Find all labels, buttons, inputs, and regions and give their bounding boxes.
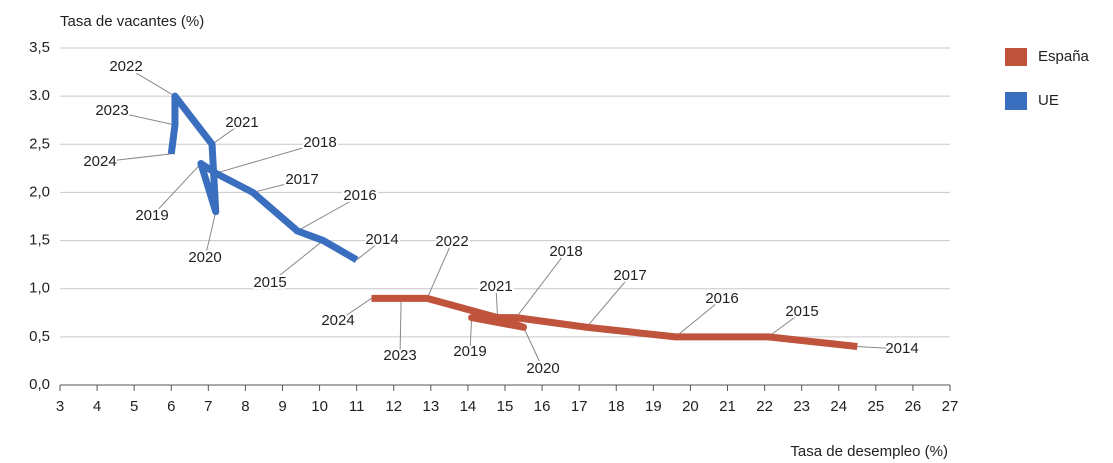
y-tick-label: 3.0 bbox=[29, 87, 50, 104]
x-tick-label: 6 bbox=[167, 398, 175, 415]
leader-line bbox=[675, 298, 723, 338]
leader-line bbox=[767, 311, 803, 338]
series-line bbox=[167, 92, 359, 263]
point-label: 2018 bbox=[303, 134, 336, 151]
point-label: 2016 bbox=[705, 290, 738, 307]
point-label: 2017 bbox=[613, 267, 646, 284]
leader-line bbox=[297, 195, 361, 232]
leader-line bbox=[399, 298, 402, 357]
legend-label: España bbox=[1038, 48, 1090, 65]
x-tick-label: 12 bbox=[385, 398, 402, 415]
leader-line bbox=[269, 240, 324, 284]
point-label: 2023 bbox=[383, 347, 416, 364]
x-tick-label: 17 bbox=[571, 398, 588, 415]
point-label: 2022 bbox=[435, 233, 468, 250]
y-tick-label: 0,0 bbox=[29, 376, 50, 393]
point-label: 2020 bbox=[188, 249, 221, 266]
leader-line bbox=[523, 327, 544, 370]
x-tick-label: 8 bbox=[241, 398, 249, 415]
leader-line bbox=[515, 251, 567, 318]
x-tick-label: 5 bbox=[130, 398, 138, 415]
y-tick-label: 1,0 bbox=[29, 280, 50, 297]
point-label: 2014 bbox=[885, 340, 918, 357]
leader-line bbox=[356, 239, 383, 261]
x-tick-label: 18 bbox=[608, 398, 625, 415]
x-tick-label: 11 bbox=[349, 398, 365, 415]
legend-label: UE bbox=[1038, 92, 1059, 109]
leader-line bbox=[204, 211, 217, 259]
point-label: 2020 bbox=[526, 360, 559, 377]
leader-line bbox=[857, 345, 903, 350]
x-tick-label: 4 bbox=[93, 398, 101, 415]
x-tick-label: 19 bbox=[645, 398, 662, 415]
x-axis-title: Tasa de desempleo (%) bbox=[790, 443, 948, 460]
x-tick-label: 20 bbox=[682, 398, 699, 415]
point-label: 2023 bbox=[95, 102, 128, 119]
leader-line bbox=[99, 153, 172, 163]
leader-line bbox=[215, 142, 321, 174]
point-label: 2021 bbox=[225, 114, 258, 131]
x-tick-label: 24 bbox=[830, 398, 847, 415]
y-tick-label: 3,5 bbox=[29, 39, 50, 56]
leader-line bbox=[252, 179, 303, 193]
point-label: 2024 bbox=[321, 312, 354, 329]
series-line bbox=[371, 294, 858, 350]
leader-line bbox=[111, 110, 176, 126]
leader-line bbox=[151, 163, 202, 217]
x-tick-label: 26 bbox=[905, 398, 922, 415]
point-label: 2024 bbox=[83, 153, 116, 170]
y-tick-label: 0,5 bbox=[29, 328, 50, 345]
legend-swatch bbox=[1005, 92, 1027, 110]
x-tick-label: 14 bbox=[460, 398, 477, 415]
leader-line bbox=[426, 241, 453, 299]
leader-line bbox=[125, 66, 176, 97]
point-label: 2017 bbox=[285, 171, 318, 188]
point-label: 2022 bbox=[109, 58, 142, 75]
y-axis-title: Tasa de vacantes (%) bbox=[60, 13, 204, 30]
y-tick-label: 2,5 bbox=[29, 135, 50, 152]
leader-line bbox=[469, 317, 473, 353]
x-tick-label: 21 bbox=[719, 398, 736, 415]
x-tick-label: 3 bbox=[56, 398, 64, 415]
point-label: 2019 bbox=[453, 343, 486, 360]
y-tick-label: 2,0 bbox=[29, 183, 50, 200]
x-tick-label: 15 bbox=[497, 398, 514, 415]
x-tick-label: 7 bbox=[204, 398, 212, 415]
x-tick-label: 22 bbox=[756, 398, 773, 415]
x-tick-label: 27 bbox=[942, 398, 959, 415]
x-tick-label: 9 bbox=[278, 398, 286, 415]
legend-swatch bbox=[1005, 48, 1027, 66]
leader-line bbox=[586, 275, 631, 328]
point-label: 2015 bbox=[253, 274, 286, 291]
point-label: 2019 bbox=[135, 207, 168, 224]
x-tick-label: 25 bbox=[867, 398, 884, 415]
point-label: 2021 bbox=[479, 278, 512, 295]
point-label: 2016 bbox=[343, 187, 376, 204]
x-tick-label: 10 bbox=[311, 398, 328, 415]
point-label: 2018 bbox=[549, 243, 582, 260]
point-label: 2014 bbox=[365, 231, 398, 248]
point-label: 2015 bbox=[785, 303, 818, 320]
x-tick-label: 13 bbox=[422, 398, 439, 415]
x-tick-label: 23 bbox=[793, 398, 810, 415]
y-tick-label: 1,5 bbox=[29, 232, 50, 249]
leader-line bbox=[211, 122, 243, 145]
leader-line bbox=[337, 297, 372, 322]
x-tick-label: 16 bbox=[534, 398, 551, 415]
leader-line bbox=[495, 286, 499, 318]
